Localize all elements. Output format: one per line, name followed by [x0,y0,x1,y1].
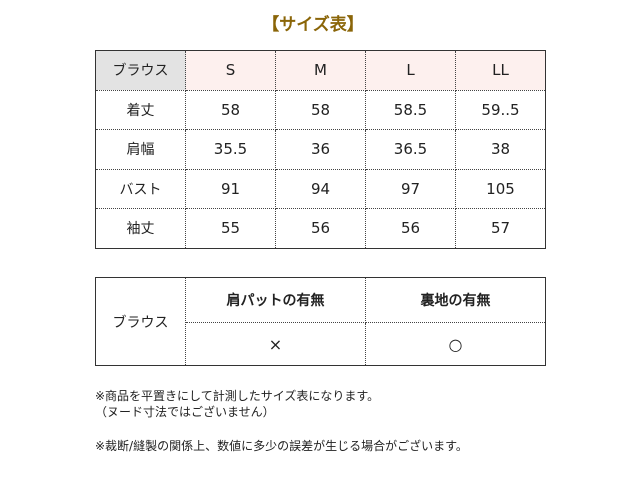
cell: 35.5 [185,129,276,170]
feature-value: × [185,322,366,366]
cell: 57 [455,208,546,249]
row-label: 肩幅 [95,129,186,170]
row-label: ブラウス [95,277,186,366]
corner-cell: ブラウス [95,50,186,91]
cell: 97 [365,168,456,209]
cell: 56 [365,208,456,249]
feature-header: 肩パットの有無 [185,277,366,323]
cell: 58 [185,89,276,130]
size-header: L [365,50,456,91]
cell: 38 [455,129,546,170]
feature-value: ○ [365,322,546,366]
row-label: 着丈 [95,89,186,130]
page-title: 【サイズ表】 [262,15,364,35]
feature-header: 裏地の有無 [365,277,546,323]
cell: 55 [185,208,276,249]
note: ※商品を平置きにして計測したサイズ表になります。 [95,389,380,403]
cell: 36 [275,129,366,170]
size-table: ブラウス S M L LL 着丈 58 58 58.5 59..5 肩幅 35.… [95,50,546,249]
note: （ヌード寸法ではございません） [95,405,275,419]
cell: 105 [455,168,546,209]
feature-table: ブラウス 肩パットの有無 裏地の有無 × ○ [95,277,546,366]
table-row: バスト 91 94 97 105 [95,168,546,209]
table-row: 着丈 58 58 58.5 59..5 [95,89,546,130]
note: ※裁断/縫製の関係上、数値に多少の誤差が生じる場合がございます。 [95,439,468,453]
size-header-row: ブラウス S M L LL [95,50,546,91]
table-row: 肩幅 35.5 36 36.5 38 [95,129,546,170]
cell: 56 [275,208,366,249]
cell: 59..5 [455,89,546,130]
size-header: S [185,50,276,91]
table-row: 袖丈 55 56 56 57 [95,208,546,249]
cell: 91 [185,168,276,209]
size-header: LL [455,50,546,91]
cell: 36.5 [365,129,456,170]
size-header: M [275,50,366,91]
row-label: バスト [95,168,186,209]
cell: 58 [275,89,366,130]
row-label: 袖丈 [95,208,186,249]
cell: 58.5 [365,89,456,130]
cell: 94 [275,168,366,209]
